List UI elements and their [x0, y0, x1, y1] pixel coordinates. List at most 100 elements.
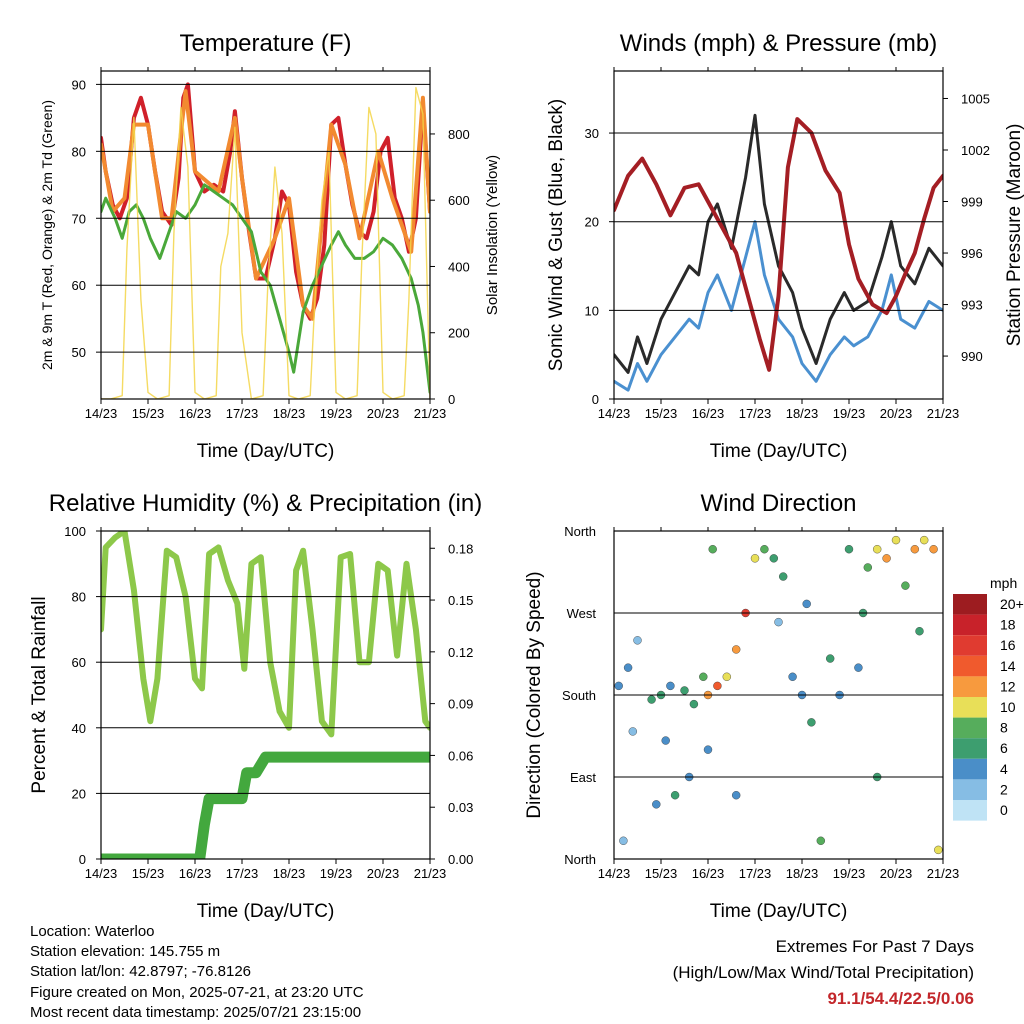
wind-dir-point: [680, 686, 689, 695]
x-tick-label: 18/23: [273, 406, 306, 421]
colorbar-tick: 12: [1000, 678, 1016, 694]
y-tick-label: 60: [72, 655, 86, 670]
colorbar-tick: 10: [1000, 699, 1016, 715]
wind-dir-point: [816, 836, 825, 845]
station-info: Location: Waterloo Station elevation: 14…: [30, 922, 364, 1023]
wind-dir-point: [670, 791, 680, 800]
x-tick-label: 20/23: [880, 406, 913, 421]
y2-tick-label: 0: [448, 392, 455, 407]
y-axis-label-3: Direction (Colored By Speed): [524, 571, 545, 818]
y2-tick-label: 800: [448, 127, 470, 142]
wind-dir-point: [844, 545, 854, 554]
x-tick-label: 17/23: [739, 406, 772, 421]
y2-tick-label: 993: [961, 298, 983, 313]
y-axis-label-0: 2m & 9m T (Red, Orange) & 2m Td (Green): [39, 100, 55, 370]
y-tick-label: 60: [72, 278, 86, 293]
colorbar-tick: 0: [1000, 802, 1008, 818]
wind-dir-point: [750, 554, 760, 563]
plot-area-2: [101, 531, 430, 859]
x-tick-label: 17/23: [739, 866, 772, 881]
wind-dir-point: [633, 636, 642, 645]
x-tick-label: 16/23: [179, 406, 212, 421]
y-axis-label-2: Percent & Total Rainfall: [29, 596, 50, 793]
location-text: Location: Waterloo: [30, 923, 155, 940]
wind-dir-point: [788, 672, 797, 681]
wind-dir-point: [854, 663, 863, 672]
y2-tick-label: 200: [448, 326, 470, 341]
wind-dir-point: [901, 581, 910, 590]
colorbar-swatch: [953, 594, 987, 615]
wind-dir-point: [699, 672, 708, 681]
panel-title-0: Temperature (F): [179, 30, 351, 57]
y-tick-label: 10: [585, 303, 599, 318]
colorbar-swatch: [953, 635, 987, 656]
x-tick-label: 19/23: [833, 866, 866, 881]
x-tick-label: 21/23: [414, 406, 447, 421]
wind-dir-point: [873, 545, 882, 554]
wind-dir-point: [708, 545, 717, 554]
colorbar-tick: 18: [1000, 617, 1016, 633]
colorbar-swatch: [953, 717, 987, 739]
y-tick-label: 100: [64, 524, 86, 539]
x-tick-label: 16/23: [179, 866, 212, 881]
y-tick-label: 80: [72, 590, 86, 605]
x-tick-label: 20/23: [880, 866, 913, 881]
colorbar-swatch: [953, 758, 987, 780]
y2-tick-label: 0.18: [448, 541, 473, 556]
series-line-1: [614, 220, 943, 392]
wind-dir-point: [910, 545, 919, 554]
x-axis-label-2: Time (Day/UTC): [197, 901, 335, 922]
y-axis-label-1: Sonic Wind & Gust (Blue, Black): [546, 99, 567, 371]
y-tick-label: 20: [72, 786, 86, 801]
series-line-1: [101, 751, 430, 859]
x-tick-label: 14/23: [85, 406, 118, 421]
x-tick-label: 21/23: [414, 866, 447, 881]
x-tick-label: 17/23: [226, 866, 259, 881]
x-tick-label: 15/23: [132, 406, 165, 421]
y2-tick-label: 0.12: [448, 645, 473, 660]
x-tick-label: 15/23: [645, 406, 678, 421]
wind-dir-point: [713, 681, 722, 691]
y-tick-label: 90: [72, 77, 86, 92]
colorbar-swatch: [953, 738, 987, 759]
wind-dir-point: [802, 599, 811, 609]
x-tick-label: 18/23: [786, 406, 819, 421]
wind-dir-point: [807, 718, 816, 727]
y-tick-label: 50: [72, 345, 86, 360]
colorbar-swatch: [953, 614, 987, 636]
x-tick-label: 18/23: [273, 866, 306, 881]
wind-dir-point: [779, 572, 788, 581]
colorbar-swatch: [953, 697, 987, 718]
x-axis-label-1: Time (Day/UTC): [710, 441, 848, 462]
colorbar-tick: 14: [1000, 658, 1016, 674]
y-tick-label: North: [564, 524, 596, 539]
extremes-values: 91.1/54.4/22.5/0.06: [827, 989, 974, 1008]
y-tick-label: 30: [585, 126, 599, 141]
y2-tick-label: 990: [961, 349, 983, 364]
series-line-3: [101, 86, 430, 399]
colorbar-swatch: [953, 800, 987, 821]
x-tick-label: 14/23: [85, 866, 118, 881]
wind-dir-point: [769, 554, 778, 563]
y-tick-label: 80: [72, 144, 86, 159]
plot-frame: [100, 530, 431, 860]
wind-dir-point: [628, 727, 637, 736]
wind-dir-point: [760, 545, 769, 554]
wind-dir-point: [929, 545, 938, 554]
y2-axis-label-1: Station Pressure (Maroon): [1004, 124, 1024, 347]
created-text: Figure created on Mon, 2025-07-21, at 23…: [30, 983, 364, 1001]
y-tick-label: 20: [585, 215, 599, 230]
wind-dir-point: [774, 617, 783, 627]
wind-dir-point: [732, 791, 741, 800]
y2-tick-label: 600: [448, 193, 470, 208]
y-tick-label: East: [570, 770, 596, 785]
y2-tick-label: 0.00: [448, 852, 473, 867]
panel-title-3: Wind Direction: [700, 490, 856, 517]
wind-dir-point: [652, 800, 661, 809]
series-line-0: [101, 531, 430, 738]
plot-area-3: [614, 535, 943, 855]
y2-tick-label: 999: [961, 195, 983, 210]
series-line-2: [614, 117, 943, 372]
colorbar-tick: 6: [1000, 740, 1008, 756]
